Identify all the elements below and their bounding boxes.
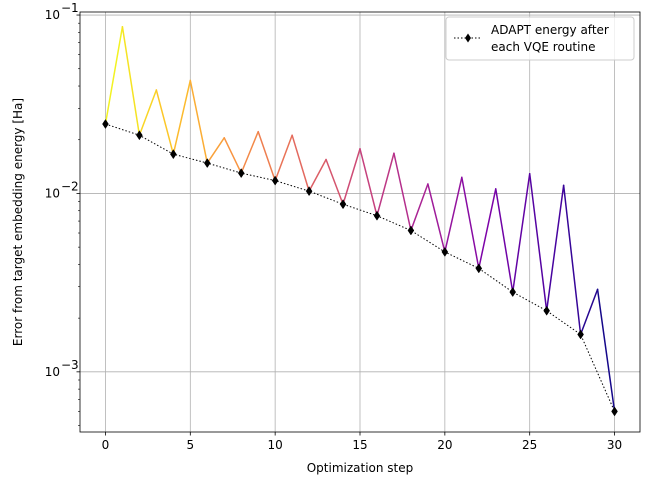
y-tick-exponent: −1	[61, 1, 79, 15]
adapt-energy-marker	[136, 130, 143, 141]
vqe-trace-segment	[579, 288, 599, 336]
vqe-trace-segment	[121, 25, 141, 136]
adapt-energy-marker	[237, 168, 245, 179]
vqe-trace-segment	[257, 130, 276, 182]
vqe-trace-segment	[189, 79, 209, 164]
plot-traces	[102, 25, 618, 417]
y-axis-label: Error from target embedding energy [Ha]	[11, 98, 25, 346]
y-tick-exponent: −3	[61, 358, 79, 372]
vqe-trace-segment	[376, 152, 395, 217]
x-tick-label: 30	[607, 438, 622, 452]
y-tick-label: 10	[45, 186, 60, 200]
vqe-trace-segment	[291, 134, 310, 192]
y-tick-exponent: −2	[61, 179, 79, 193]
vqe-trace-segment	[461, 176, 480, 270]
x-tick-label: 25	[522, 438, 537, 452]
adapt-energy-marker	[441, 246, 449, 257]
x-tick-label: 20	[437, 438, 452, 452]
vqe-trace-segment	[206, 137, 225, 164]
y-tick-label: 10	[45, 8, 60, 22]
vqe-trace-segment	[308, 158, 327, 192]
vqe-trace-segment	[427, 183, 446, 253]
vqe-trace-segment	[359, 148, 378, 217]
adapt-energy-marker	[339, 199, 347, 210]
vqe-trace-segment	[274, 134, 293, 182]
vqe-trace-segment	[528, 172, 548, 312]
vqe-trace-segment	[511, 172, 531, 293]
legend-marker-diamond	[465, 33, 471, 43]
x-tick-label: 10	[268, 438, 283, 452]
vqe-trace-segment	[138, 89, 158, 136]
y-tick-label: 10	[45, 365, 60, 379]
vqe-trace-segment	[104, 25, 124, 125]
vqe-trace-segment	[495, 188, 514, 293]
adapt-energy-marker	[102, 119, 109, 129]
vqe-trace-segment	[410, 183, 429, 232]
adapt-energy-marker	[407, 225, 415, 236]
legend-label-line-1: ADAPT energy after	[491, 23, 609, 37]
vqe-trace-segment	[172, 79, 192, 155]
vqe-trace-segment	[596, 288, 616, 413]
adapt-energy-marker	[543, 305, 550, 316]
legend: ADAPT energy after each VQE routine	[445, 16, 635, 61]
vqe-trace-segment	[393, 152, 412, 232]
x-tick-label: 5	[186, 438, 194, 452]
vqe-trace-segment	[342, 148, 361, 205]
vqe-trace-segment	[545, 184, 565, 312]
adapt-energy-line	[105, 123, 616, 412]
legend-box	[445, 16, 635, 61]
vqe-trace-segment	[155, 89, 175, 155]
adapt-energy-marker	[203, 158, 211, 169]
x-tick-label: 15	[352, 438, 367, 452]
adapt-energy-marker	[373, 210, 381, 221]
adapt-energy-marker	[271, 175, 279, 186]
adapt-energy-marker	[509, 287, 517, 298]
vqe-trace-segment	[240, 130, 259, 174]
vqe-trace-segment	[444, 176, 463, 253]
adapt-energy-marker	[611, 406, 618, 417]
adapt-energy-marker	[305, 186, 313, 197]
x-axis-label: Optimization step	[307, 461, 414, 475]
vqe-trace-segment	[325, 158, 344, 205]
adapt-energy-marker	[577, 329, 584, 340]
adapt-energy-marker	[475, 263, 483, 274]
vqe-trace-segment	[562, 184, 582, 336]
vqe-trace-segment	[478, 188, 497, 270]
x-tick-label: 0	[102, 438, 110, 452]
legend-label-line-2: each VQE routine	[491, 40, 595, 54]
vqe-trace-segment	[223, 137, 242, 174]
adapt-energy-marker	[170, 149, 177, 160]
